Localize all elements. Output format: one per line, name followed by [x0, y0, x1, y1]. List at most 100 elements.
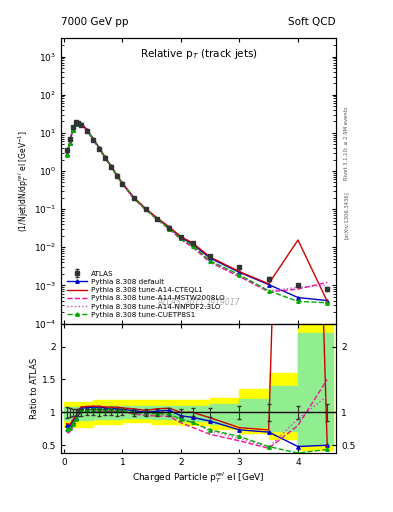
Pythia 8.308 default	[67, 140, 72, 146]
Pythia 8.308 tune-CUETP8S1	[97, 145, 101, 151]
Pythia 8.308 tune-A14-MSTW2008LO	[79, 122, 84, 128]
Pythia 8.308 tune-CUETP8S1	[190, 243, 195, 249]
Pythia 8.308 tune-CUETP8S1	[67, 140, 72, 146]
Pythia 8.308 tune-A14-MSTW2008LO	[70, 128, 75, 134]
Pythia 8.308 tune-A14-CTEQL1	[120, 180, 125, 186]
Pythia 8.308 tune-CUETP8S1	[296, 298, 300, 305]
Pythia 8.308 tune-A14-CTEQL1	[108, 162, 113, 168]
Pythia 8.308 tune-CUETP8S1	[120, 181, 125, 187]
Pythia 8.308 tune-CUETP8S1	[325, 300, 330, 306]
Pythia 8.308 tune-A14-MSTW2008LO	[85, 128, 90, 134]
Pythia 8.308 default	[178, 234, 183, 241]
Pythia 8.308 tune-CUETP8S1	[103, 154, 107, 160]
Pythia 8.308 default	[143, 206, 148, 212]
Pythia 8.308 tune-A14-MSTW2008LO	[108, 163, 113, 169]
Pythia 8.308 tune-A14-MSTW2008LO	[266, 289, 271, 295]
Pythia 8.308 tune-A14-CTEQL1	[237, 268, 242, 274]
Pythia 8.308 tune-A14-CTEQL1	[178, 233, 183, 240]
Pythia 8.308 tune-A14-MSTW2008LO	[120, 181, 125, 187]
Pythia 8.308 tune-CUETP8S1	[155, 216, 160, 222]
Pythia 8.308 default	[114, 172, 119, 178]
Pythia 8.308 tune-A14-MSTW2008LO	[64, 154, 69, 160]
Pythia 8.308 tune-A14-NNPDF2.3LO	[73, 121, 78, 127]
Pythia 8.308 tune-CUETP8S1	[237, 272, 242, 278]
Pythia 8.308 tune-A14-CTEQL1	[76, 119, 81, 125]
Text: [arXiv:1306.3436]: [arXiv:1306.3436]	[344, 191, 349, 239]
Pythia 8.308 tune-A14-NNPDF2.3LO	[296, 284, 300, 290]
Pythia 8.308 tune-A14-MSTW2008LO	[103, 155, 107, 161]
Pythia 8.308 default	[190, 241, 195, 247]
Pythia 8.308 default	[266, 282, 271, 288]
Pythia 8.308 tune-A14-CTEQL1	[190, 240, 195, 246]
Pythia 8.308 tune-A14-MSTW2008LO	[91, 137, 95, 143]
Pythia 8.308 tune-CUETP8S1	[208, 258, 213, 264]
Pythia 8.308 default	[76, 120, 81, 126]
Pythia 8.308 tune-A14-NNPDF2.3LO	[178, 236, 183, 242]
Pythia 8.308 tune-A14-CTEQL1	[91, 136, 95, 142]
Text: 7000 GeV pp: 7000 GeV pp	[61, 16, 129, 27]
Text: ATLAS_2011_I919017: ATLAS_2011_I919017	[157, 297, 240, 306]
Pythia 8.308 tune-CUETP8S1	[266, 288, 271, 294]
Pythia 8.308 tune-A14-MSTW2008LO	[190, 244, 195, 250]
Pythia 8.308 tune-A14-NNPDF2.3LO	[143, 207, 148, 213]
Pythia 8.308 tune-A14-MSTW2008LO	[296, 286, 300, 292]
Legend: ATLAS, Pythia 8.308 default, Pythia 8.308 tune-A14-CTEQL1, Pythia 8.308 tune-A14: ATLAS, Pythia 8.308 default, Pythia 8.30…	[64, 268, 226, 320]
Pythia 8.308 tune-A14-NNPDF2.3LO	[67, 141, 72, 147]
Line: Pythia 8.308 tune-A14-CTEQL1: Pythia 8.308 tune-A14-CTEQL1	[67, 122, 327, 302]
Pythia 8.308 tune-A14-NNPDF2.3LO	[97, 145, 101, 152]
Pythia 8.308 tune-A14-CTEQL1	[70, 126, 75, 133]
Pythia 8.308 tune-A14-MSTW2008LO	[237, 273, 242, 280]
Pythia 8.308 tune-A14-NNPDF2.3LO	[237, 272, 242, 279]
Pythia 8.308 tune-A14-CTEQL1	[114, 172, 119, 178]
Pythia 8.308 default	[167, 224, 172, 230]
Pythia 8.308 tune-A14-NNPDF2.3LO	[266, 288, 271, 294]
Pythia 8.308 tune-CUETP8S1	[76, 120, 81, 126]
Pythia 8.308 default	[108, 163, 113, 169]
Pythia 8.308 tune-CUETP8S1	[79, 121, 84, 127]
Pythia 8.308 default	[70, 127, 75, 133]
Pythia 8.308 tune-A14-CTEQL1	[97, 144, 101, 151]
Pythia 8.308 tune-CUETP8S1	[108, 163, 113, 169]
Pythia 8.308 tune-A14-MSTW2008LO	[325, 280, 330, 286]
Text: Soft QCD: Soft QCD	[288, 16, 336, 27]
Line: Pythia 8.308 tune-A14-MSTW2008LO: Pythia 8.308 tune-A14-MSTW2008LO	[67, 123, 327, 292]
Pythia 8.308 tune-A14-MSTW2008LO	[143, 207, 148, 213]
Pythia 8.308 tune-CUETP8S1	[167, 225, 172, 231]
Pythia 8.308 default	[208, 255, 213, 261]
Pythia 8.308 tune-A14-NNPDF2.3LO	[64, 153, 69, 159]
Pythia 8.308 tune-A14-NNPDF2.3LO	[120, 181, 125, 187]
Pythia 8.308 tune-A14-CTEQL1	[167, 224, 172, 230]
Pythia 8.308 default	[120, 180, 125, 186]
Pythia 8.308 tune-A14-MSTW2008LO	[67, 142, 72, 148]
Pythia 8.308 tune-A14-NNPDF2.3LO	[79, 122, 84, 128]
Pythia 8.308 tune-A14-CTEQL1	[103, 154, 107, 160]
Line: Pythia 8.308 default: Pythia 8.308 default	[65, 121, 329, 302]
Pythia 8.308 tune-A14-NNPDF2.3LO	[70, 128, 75, 134]
Text: Relative p$_{T}$ (track jets): Relative p$_{T}$ (track jets)	[140, 47, 257, 61]
Pythia 8.308 tune-A14-NNPDF2.3LO	[155, 217, 160, 223]
Pythia 8.308 tune-CUETP8S1	[143, 206, 148, 212]
Y-axis label: Ratio to ATLAS: Ratio to ATLAS	[30, 358, 39, 419]
Pythia 8.308 tune-CUETP8S1	[85, 127, 90, 134]
Pythia 8.308 tune-CUETP8S1	[70, 127, 75, 134]
Pythia 8.308 tune-A14-CTEQL1	[143, 205, 148, 211]
Pythia 8.308 tune-A14-CTEQL1	[296, 237, 300, 243]
Pythia 8.308 default	[296, 294, 300, 301]
Pythia 8.308 tune-A14-MSTW2008LO	[155, 217, 160, 223]
Pythia 8.308 tune-A14-MSTW2008LO	[132, 196, 136, 202]
Pythia 8.308 default	[103, 154, 107, 160]
Pythia 8.308 tune-A14-NNPDF2.3LO	[208, 258, 213, 264]
Pythia 8.308 default	[85, 127, 90, 133]
Pythia 8.308 tune-A14-NNPDF2.3LO	[85, 128, 90, 134]
Pythia 8.308 tune-A14-CTEQL1	[325, 298, 330, 305]
Pythia 8.308 tune-A14-NNPDF2.3LO	[132, 196, 136, 202]
Line: Pythia 8.308 tune-CUETP8S1: Pythia 8.308 tune-CUETP8S1	[65, 121, 329, 305]
Pythia 8.308 tune-CUETP8S1	[132, 196, 136, 202]
Pythia 8.308 default	[73, 120, 78, 126]
Pythia 8.308 default	[325, 297, 330, 304]
Pythia 8.308 tune-A14-NNPDF2.3LO	[114, 172, 119, 178]
Pythia 8.308 tune-A14-MSTW2008LO	[73, 121, 78, 127]
Pythia 8.308 tune-A14-NNPDF2.3LO	[190, 243, 195, 249]
Pythia 8.308 tune-CUETP8S1	[73, 121, 78, 127]
Pythia 8.308 tune-A14-MSTW2008LO	[178, 237, 183, 243]
